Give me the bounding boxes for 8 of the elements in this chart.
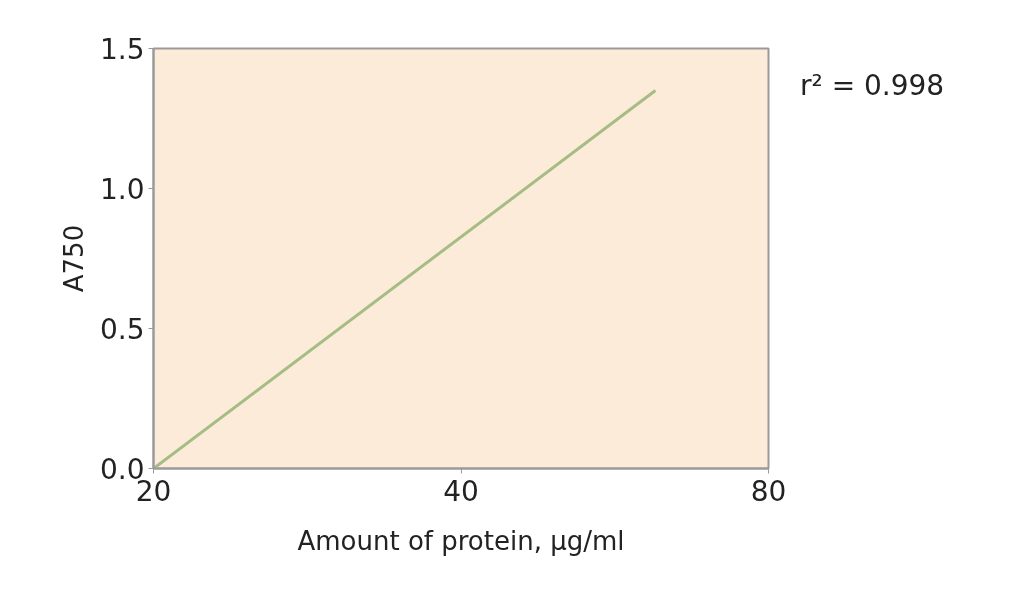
y-tick-label: 1.5 — [99, 33, 145, 66]
y-axis-title: A750 — [58, 224, 89, 293]
y-tick-label: 1.0 — [99, 173, 145, 206]
x-tick-label: 40 — [443, 474, 479, 508]
y-tick-label: 0.5 — [99, 313, 145, 346]
text: r² = 0.998 — [800, 68, 945, 104]
x-tick-label: 80 — [750, 474, 787, 508]
x-axis-title: Amount of protein, µg/ml — [297, 525, 625, 556]
